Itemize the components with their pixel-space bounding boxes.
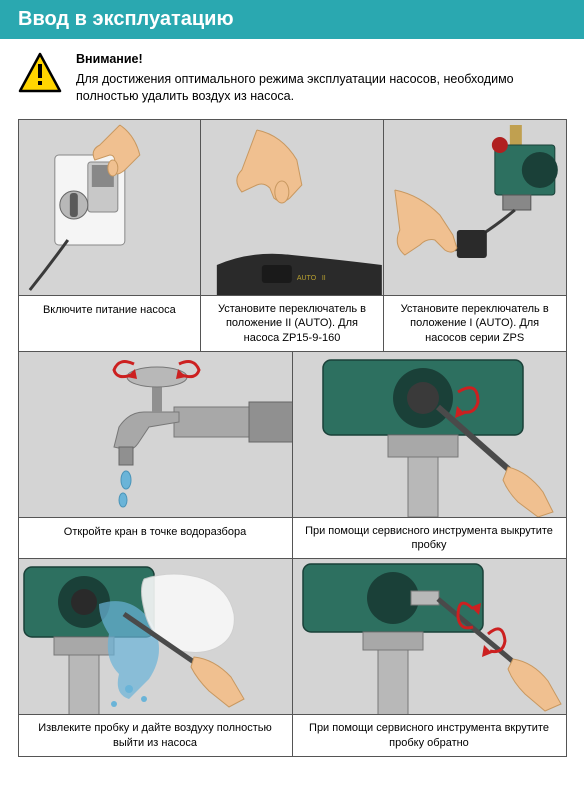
step-caption: Установите переключатель в положение II … <box>201 295 383 351</box>
page-container: Ввод в эксплуатацию Внимание! Для достиж… <box>0 0 584 775</box>
header-title: Ввод в эксплуатацию <box>18 8 234 30</box>
step-cell: Включите питание насоса <box>18 119 202 352</box>
grid-row-2: Откройте кран в точке водоразбора <box>18 351 566 559</box>
step-cell: Установите переключатель в положение I (… <box>383 119 567 352</box>
step-caption: Установите переключатель в положение I (… <box>384 295 566 351</box>
grid-row-1: Включите питание насоса AUTO II Установи… <box>18 120 566 352</box>
step-illustration-power-switch <box>19 120 201 295</box>
step-caption: При помощи сервисного инструмента вкрути… <box>293 714 566 756</box>
step-caption: Извлеките пробку и дайте воздуху полност… <box>19 714 292 756</box>
step-illustration-screw-back <box>293 559 566 714</box>
step-caption: Включите питание насоса <box>19 295 201 325</box>
steps-grid: Включите питание насоса AUTO II Установи… <box>0 120 584 775</box>
step-cell: AUTO II Установите переключатель в полож… <box>200 119 384 352</box>
warning-box: Внимание! Для достижения оптимального ре… <box>0 51 584 120</box>
section-header: Ввод в эксплуатацию <box>0 0 584 39</box>
warning-title: Внимание! <box>76 51 566 69</box>
step-illustration-switch-ii: AUTO II <box>201 120 383 295</box>
grid-row-3: Извлеките пробку и дайте воздуху полност… <box>18 559 566 757</box>
step-cell: Откройте кран в точке водоразбора <box>18 351 293 560</box>
svg-text:AUTO: AUTO <box>297 275 317 282</box>
step-cell: При помощи сервисного инструмента вкрути… <box>292 558 567 757</box>
step-caption: Откройте кран в точке водоразбора <box>19 517 292 547</box>
step-caption: При помощи сервисного инструмента выкрут… <box>293 517 566 559</box>
warning-text-block: Внимание! Для достижения оптимального ре… <box>76 51 566 106</box>
warning-triangle-icon <box>18 51 62 95</box>
step-illustration-air-release <box>19 559 292 714</box>
step-cell: Извлеките пробку и дайте воздуху полност… <box>18 558 293 757</box>
warning-body: Для достижения оптимального режима экспл… <box>76 71 566 106</box>
step-cell: При помощи сервисного инструмента выкрут… <box>292 351 567 560</box>
step-illustration-open-tap <box>19 352 292 517</box>
step-illustration-unscrew-plug <box>293 352 566 517</box>
step-illustration-switch-i <box>384 120 566 295</box>
svg-text:II: II <box>322 275 326 282</box>
